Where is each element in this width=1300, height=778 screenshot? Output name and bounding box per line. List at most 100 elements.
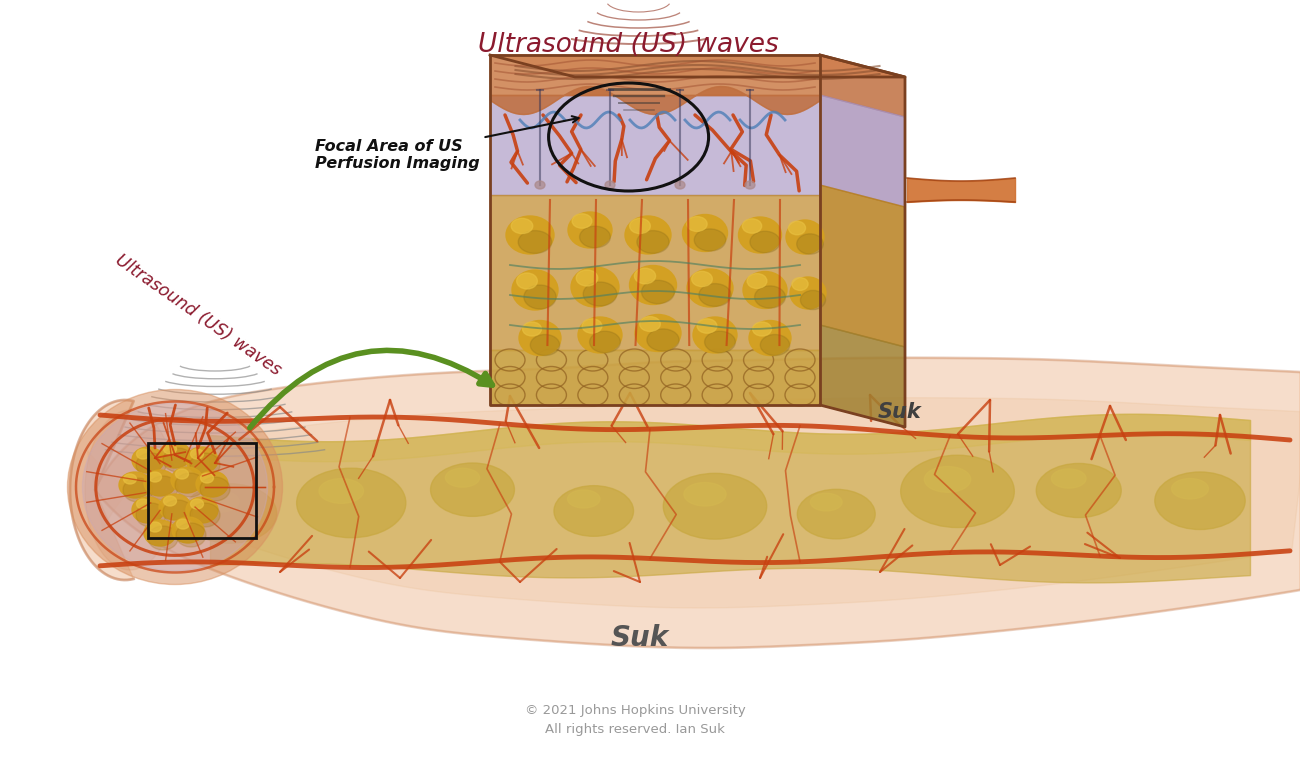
Ellipse shape — [144, 470, 176, 496]
Polygon shape — [70, 358, 1300, 648]
Ellipse shape — [738, 217, 781, 253]
Polygon shape — [490, 55, 905, 77]
Ellipse shape — [196, 471, 227, 497]
Ellipse shape — [625, 216, 671, 254]
Ellipse shape — [124, 474, 136, 484]
Ellipse shape — [744, 272, 786, 309]
Ellipse shape — [663, 473, 767, 539]
Polygon shape — [490, 195, 820, 350]
Ellipse shape — [572, 214, 592, 228]
Text: Ultrasound (US) waves: Ultrasound (US) waves — [112, 251, 285, 379]
Ellipse shape — [742, 219, 762, 233]
Ellipse shape — [797, 489, 875, 539]
Ellipse shape — [511, 219, 533, 233]
Text: Focal Area of US
Perfusion Imaging: Focal Area of US Perfusion Imaging — [315, 116, 578, 171]
Ellipse shape — [629, 219, 650, 233]
Ellipse shape — [159, 494, 191, 520]
Ellipse shape — [200, 477, 230, 501]
FancyArrowPatch shape — [250, 350, 493, 428]
Ellipse shape — [136, 449, 150, 459]
Ellipse shape — [516, 273, 537, 289]
Ellipse shape — [790, 277, 826, 309]
Ellipse shape — [523, 322, 542, 336]
Ellipse shape — [124, 478, 153, 502]
Ellipse shape — [148, 526, 178, 550]
Ellipse shape — [634, 268, 655, 284]
Ellipse shape — [675, 181, 685, 189]
Ellipse shape — [1036, 464, 1122, 517]
Ellipse shape — [637, 230, 670, 254]
Polygon shape — [490, 55, 820, 95]
Ellipse shape — [68, 390, 282, 584]
Ellipse shape — [136, 499, 150, 509]
Ellipse shape — [692, 272, 712, 286]
Ellipse shape — [186, 447, 218, 473]
Ellipse shape — [576, 270, 598, 286]
Ellipse shape — [172, 467, 203, 493]
Ellipse shape — [183, 484, 277, 543]
Ellipse shape — [801, 290, 826, 310]
Ellipse shape — [172, 517, 204, 543]
Ellipse shape — [705, 331, 736, 352]
Text: Suk: Suk — [611, 624, 670, 652]
Ellipse shape — [580, 226, 611, 248]
Ellipse shape — [697, 319, 716, 333]
Ellipse shape — [318, 478, 364, 503]
Ellipse shape — [164, 444, 177, 454]
Ellipse shape — [519, 230, 551, 254]
Ellipse shape — [924, 467, 971, 492]
Text: Suk: Suk — [878, 402, 922, 422]
Ellipse shape — [792, 278, 809, 290]
Ellipse shape — [901, 455, 1014, 527]
Ellipse shape — [164, 496, 177, 506]
Ellipse shape — [747, 274, 767, 289]
Ellipse shape — [148, 472, 161, 482]
Ellipse shape — [1052, 469, 1086, 488]
Ellipse shape — [754, 286, 785, 308]
Ellipse shape — [584, 282, 616, 306]
Ellipse shape — [159, 442, 191, 468]
Ellipse shape — [524, 285, 556, 309]
Ellipse shape — [604, 181, 615, 189]
Polygon shape — [490, 350, 820, 405]
Ellipse shape — [144, 520, 176, 546]
Polygon shape — [87, 398, 1300, 608]
Ellipse shape — [190, 453, 220, 477]
Ellipse shape — [519, 321, 562, 356]
Ellipse shape — [190, 503, 220, 527]
Polygon shape — [820, 95, 905, 207]
Ellipse shape — [568, 212, 612, 248]
Ellipse shape — [786, 220, 824, 254]
Ellipse shape — [84, 410, 176, 570]
Polygon shape — [490, 95, 820, 195]
Ellipse shape — [162, 500, 192, 524]
Ellipse shape — [745, 181, 755, 189]
Ellipse shape — [133, 447, 164, 473]
Ellipse shape — [136, 503, 166, 527]
Ellipse shape — [202, 491, 239, 512]
Ellipse shape — [186, 497, 218, 523]
Text: Ultrasound (US) waves: Ultrasound (US) waves — [478, 32, 779, 58]
Ellipse shape — [634, 314, 681, 352]
Ellipse shape — [162, 448, 192, 472]
Ellipse shape — [133, 497, 164, 523]
Ellipse shape — [684, 482, 727, 506]
Ellipse shape — [506, 216, 554, 254]
Ellipse shape — [530, 335, 560, 356]
Ellipse shape — [191, 449, 204, 459]
Ellipse shape — [571, 267, 619, 307]
Ellipse shape — [582, 319, 602, 333]
Ellipse shape — [296, 468, 406, 538]
Ellipse shape — [640, 317, 660, 331]
Ellipse shape — [749, 321, 790, 356]
Bar — [148, 443, 256, 538]
Ellipse shape — [148, 522, 161, 532]
Ellipse shape — [629, 265, 676, 304]
Polygon shape — [820, 325, 905, 427]
Ellipse shape — [590, 331, 620, 352]
Ellipse shape — [693, 317, 737, 353]
Ellipse shape — [536, 181, 545, 189]
Ellipse shape — [176, 473, 205, 497]
Ellipse shape — [810, 493, 842, 511]
Ellipse shape — [554, 485, 633, 536]
